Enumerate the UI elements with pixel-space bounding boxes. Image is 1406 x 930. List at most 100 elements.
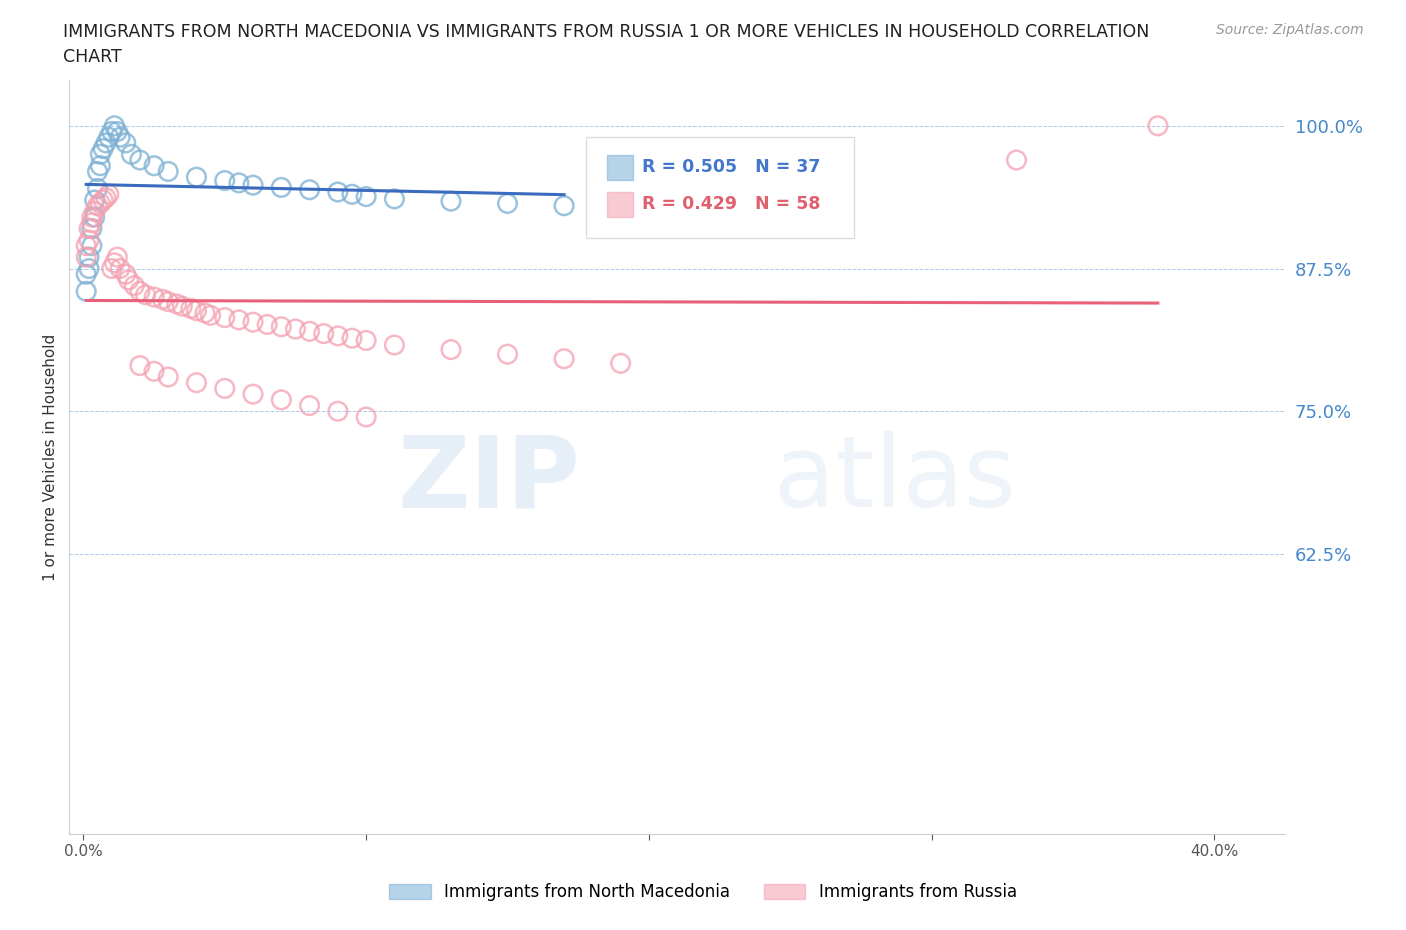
Text: R = 0.505   N = 37: R = 0.505 N = 37 [643, 158, 820, 176]
Point [553, 198, 575, 213]
Point [157, 369, 180, 384]
Point [194, 306, 217, 321]
Point [214, 381, 236, 396]
Point [384, 192, 406, 206]
Point [298, 182, 321, 197]
Point [242, 314, 264, 329]
Point [440, 342, 463, 357]
Point [354, 409, 377, 424]
Point [80, 221, 103, 236]
Text: Source: ZipAtlas.com: Source: ZipAtlas.com [1216, 23, 1364, 37]
Point [256, 317, 278, 332]
Point [129, 358, 152, 373]
Point [186, 303, 208, 318]
FancyBboxPatch shape [586, 137, 853, 238]
Y-axis label: 1 or more Vehicles in Household: 1 or more Vehicles in Household [44, 333, 58, 580]
Point [157, 164, 180, 179]
Text: IMMIGRANTS FROM NORTH MACEDONIA VS IMMIGRANTS FROM RUSSIA 1 OR MORE VEHICLES IN : IMMIGRANTS FROM NORTH MACEDONIA VS IMMIG… [63, 23, 1150, 41]
Point [91, 193, 114, 207]
Point [143, 289, 166, 304]
Point [114, 267, 136, 282]
Point [214, 311, 236, 325]
Point [103, 256, 125, 271]
Point [83, 193, 105, 207]
Text: CHART: CHART [63, 48, 122, 66]
Point [86, 198, 108, 213]
Point [143, 158, 166, 173]
Point [77, 249, 100, 264]
Point [609, 356, 631, 371]
Point [354, 333, 377, 348]
Point [75, 238, 97, 253]
Point [200, 308, 222, 323]
Point [214, 173, 236, 188]
Point [80, 209, 103, 224]
Point [270, 180, 292, 195]
Point [89, 158, 111, 173]
Point [129, 284, 152, 299]
Point [298, 398, 321, 413]
Point [80, 238, 103, 253]
Point [553, 352, 575, 366]
Point [108, 130, 131, 145]
Point [97, 130, 120, 145]
Point [496, 347, 519, 362]
Point [312, 326, 335, 341]
Point [384, 338, 406, 352]
Point [166, 297, 188, 312]
Point [186, 170, 208, 185]
Point [135, 287, 157, 302]
Point [326, 328, 349, 343]
Point [143, 364, 166, 379]
Legend: Immigrants from North Macedonia, Immigrants from Russia: Immigrants from North Macedonia, Immigra… [382, 876, 1024, 908]
Point [122, 278, 145, 293]
Point [1147, 118, 1170, 133]
Point [89, 147, 111, 162]
Point [94, 136, 117, 151]
Point [117, 272, 139, 287]
Point [298, 324, 321, 339]
Point [86, 164, 108, 179]
Point [228, 312, 250, 327]
Point [89, 196, 111, 211]
Point [157, 294, 180, 309]
Point [129, 153, 152, 167]
Point [354, 189, 377, 204]
Point [114, 136, 136, 151]
Point [94, 191, 117, 206]
Point [83, 204, 105, 219]
Point [284, 322, 307, 337]
Point [326, 184, 349, 199]
Point [80, 216, 103, 231]
Point [242, 387, 264, 402]
Point [100, 124, 122, 139]
Point [105, 124, 128, 139]
Point [340, 187, 363, 202]
Point [103, 118, 125, 133]
FancyBboxPatch shape [606, 193, 634, 218]
Point [1005, 153, 1028, 167]
Point [172, 299, 194, 313]
Point [77, 232, 100, 247]
Text: ZIP: ZIP [396, 431, 579, 528]
Point [326, 404, 349, 418]
Text: atlas: atlas [775, 431, 1017, 528]
Point [75, 267, 97, 282]
Point [100, 261, 122, 276]
FancyBboxPatch shape [606, 154, 634, 179]
Point [270, 392, 292, 407]
Point [108, 261, 131, 276]
Point [440, 193, 463, 208]
Point [77, 261, 100, 276]
Point [97, 187, 120, 202]
Point [86, 181, 108, 196]
Point [75, 249, 97, 264]
Point [270, 319, 292, 334]
Point [83, 209, 105, 224]
Point [120, 147, 142, 162]
Point [180, 301, 202, 316]
Point [186, 376, 208, 391]
Point [105, 249, 128, 264]
Point [77, 221, 100, 236]
Point [496, 196, 519, 211]
